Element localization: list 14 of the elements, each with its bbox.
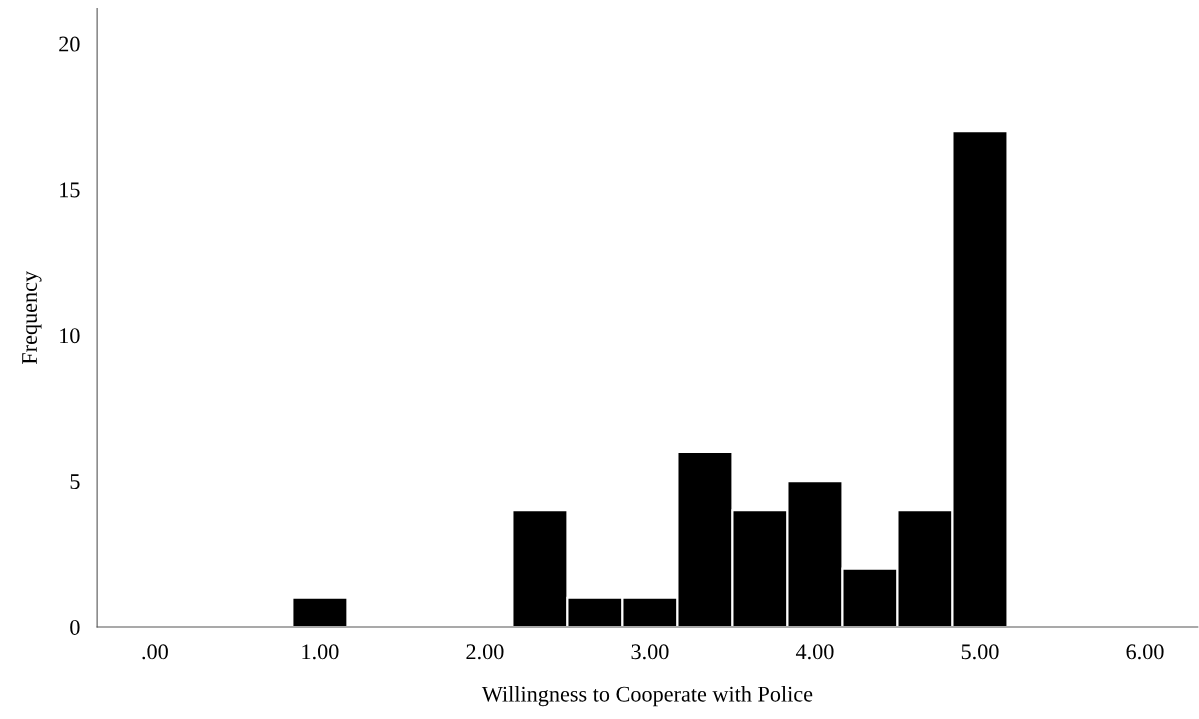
x-axis-title: Willingness to Cooperate with Police: [481, 686, 813, 707]
x-tick-label: 2.00: [466, 644, 504, 660]
x-tick-label: 6.00: [1126, 644, 1164, 660]
y-tick-label: 5: [70, 474, 80, 490]
x-tick-label: 1.00: [302, 644, 339, 660]
y-tick-label: 10: [60, 328, 80, 344]
y-tick-label: 20: [59, 36, 80, 52]
x-tick-label: 3.00: [631, 644, 669, 660]
y-tick-label: 0: [70, 619, 80, 635]
y-tick-label: 15: [60, 182, 80, 198]
x-tick-label: 4.00: [795, 644, 834, 660]
y-axis-title: Frequency: [22, 270, 42, 365]
x-tick-label: 5.00: [961, 644, 999, 660]
x-tick-label: .00: [142, 644, 168, 660]
